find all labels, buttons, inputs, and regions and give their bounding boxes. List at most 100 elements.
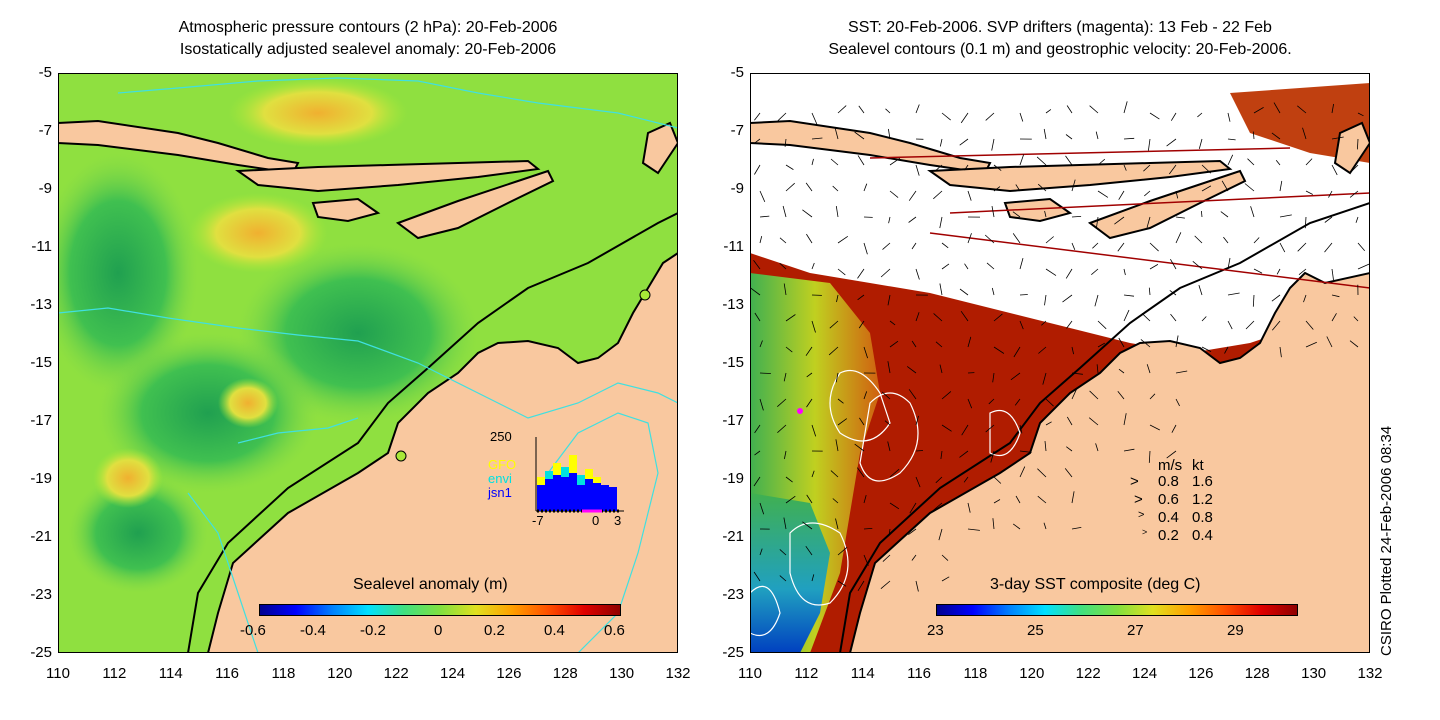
- y-tick-label: -15: [722, 354, 744, 371]
- inset-legend-gfo: GFO: [488, 457, 517, 472]
- velocity-arrow: [863, 391, 868, 400]
- velocity-arrow: [960, 310, 969, 322]
- velocity-arrow: [993, 476, 1002, 484]
- velocity-arrow: [1170, 112, 1177, 121]
- tide-gauge-marker[interactable]: [395, 450, 407, 462]
- velocity-arrow: [1201, 164, 1211, 174]
- velocity-legend-ms: 0.8: [1158, 473, 1179, 490]
- velocity-arrow: [1304, 216, 1307, 229]
- sealevel-contour: [789, 522, 849, 606]
- low-sla-patch: [68, 473, 208, 593]
- y-tick-label: -17: [722, 412, 744, 429]
- velocity-arrow: [1044, 294, 1047, 306]
- velocity-arrow: [1012, 211, 1021, 218]
- velocity-arrow: [967, 528, 980, 531]
- y-tick-label: -25: [30, 644, 52, 661]
- velocity-arrow: [811, 262, 815, 270]
- sst-map[interactable]: m/s kt > 0.8 1.6 > 0.6 1.2 > 0.4 0.8 > 0…: [750, 73, 1370, 653]
- velocity-arrow: [1220, 211, 1229, 218]
- velocity-arrow-glyph: >: [1138, 509, 1145, 521]
- velocity-arrow: [1123, 164, 1127, 171]
- velocity-arrow: [935, 476, 943, 484]
- velocity-arrow: [1014, 398, 1021, 406]
- velocity-arrow: [1245, 320, 1255, 330]
- velocity-arrow: [782, 205, 787, 218]
- svp-drifter[interactable]: [797, 408, 803, 414]
- velocity-arrow: [882, 242, 891, 250]
- velocity-arrow: [882, 554, 891, 562]
- x-tick-label: 126: [496, 665, 522, 682]
- velocity-arrow: [1041, 320, 1047, 326]
- velocity-arrow: [1066, 320, 1073, 329]
- velocity-arrow: [784, 138, 787, 147]
- velocity-arrow: [1045, 268, 1057, 276]
- velocity-arrow: [785, 495, 796, 504]
- velocity-arrow: [1247, 346, 1255, 353]
- velocity-arrow: [856, 467, 865, 478]
- velocity-arrow: [863, 183, 868, 192]
- velocity-arrow: [802, 209, 813, 218]
- velocity-arrow: [939, 216, 943, 229]
- velocity-arrow: [1091, 268, 1099, 276]
- velocity-arrow: [1146, 364, 1151, 374]
- velocity-arrow: [857, 268, 865, 279]
- y-tick-label: -23: [30, 586, 52, 603]
- shelf-break-line: [839, 202, 1370, 653]
- velocity-arrow: [1355, 216, 1359, 223]
- x-tick-label: 110: [46, 665, 70, 682]
- velocity-arrow: [1045, 421, 1052, 426]
- left-axes-frame: [58, 73, 678, 653]
- velocity-arrow: [837, 268, 846, 276]
- velocity-arrow: [837, 398, 844, 404]
- velocity-arrow: [777, 398, 787, 407]
- velocity-arrow: [1114, 216, 1125, 225]
- velocity-arrow: [881, 391, 891, 400]
- velocity-arrow: [835, 206, 839, 218]
- velocity-arrow: [785, 476, 793, 483]
- velocity-arrow: [992, 372, 995, 383]
- sst-colorbar: [936, 604, 1298, 616]
- velocity-arrow: [889, 190, 899, 198]
- velocity-arrow: [837, 546, 848, 556]
- velocity-arrow: [1166, 450, 1177, 459]
- velocity-arrow: [1149, 393, 1156, 400]
- velocity-arrow: [834, 127, 839, 140]
- velocity-arrow: [835, 518, 839, 530]
- left-title-line1: Atmospheric pressure contours (2 hPa): 2…: [178, 19, 558, 36]
- velocity-arrow: [1065, 134, 1073, 140]
- velocity-arrow: [1171, 424, 1177, 433]
- velocity-arrow: [753, 259, 761, 270]
- velocity-arrow: [783, 517, 787, 530]
- velocity-arrow: [990, 450, 995, 463]
- tide-gauge-marker[interactable]: [639, 289, 651, 301]
- velocity-arrow: [1012, 523, 1021, 530]
- velocity-arrow: [759, 236, 763, 244]
- velocity-arrow: [1169, 290, 1177, 296]
- australia-landmass: [206, 251, 678, 653]
- velocity-arrow: [1071, 216, 1082, 218]
- velocity-arrow: [1043, 522, 1047, 530]
- x-tick-label: 116: [907, 665, 932, 682]
- lesser-sunda-islands: [927, 159, 1233, 193]
- velocity-arrow: [1045, 398, 1054, 407]
- velocity-arrow: [933, 190, 943, 200]
- velocity-arrow: [941, 242, 949, 249]
- velocity-arrow: [889, 502, 900, 510]
- velocity-arrow: [1227, 154, 1234, 166]
- velocity-arrow: [1149, 264, 1159, 270]
- velocity-arrow: [1065, 155, 1073, 166]
- velocity-arrow: [908, 216, 917, 223]
- velocity-arrow: [1326, 336, 1333, 348]
- velocity-arrow-glyph: >: [1130, 473, 1139, 490]
- velocity-arrow: [753, 476, 761, 487]
- velocity-arrow: [887, 294, 891, 306]
- velocity-arrow: [835, 372, 839, 383]
- velocity-arrow-glyph: >: [1134, 491, 1143, 508]
- velocity-legend-kt: 1.6: [1192, 473, 1213, 490]
- velocity-arrow: [1062, 294, 1073, 303]
- velocity-arrow: [759, 340, 763, 348]
- velocity-arrow: [1019, 466, 1026, 478]
- velocity-arrow: [811, 574, 815, 582]
- velocity-arrow: [1148, 138, 1151, 151]
- sealevel-anomaly-map[interactable]: 250 GFO envi jsn1 -7: [58, 73, 678, 653]
